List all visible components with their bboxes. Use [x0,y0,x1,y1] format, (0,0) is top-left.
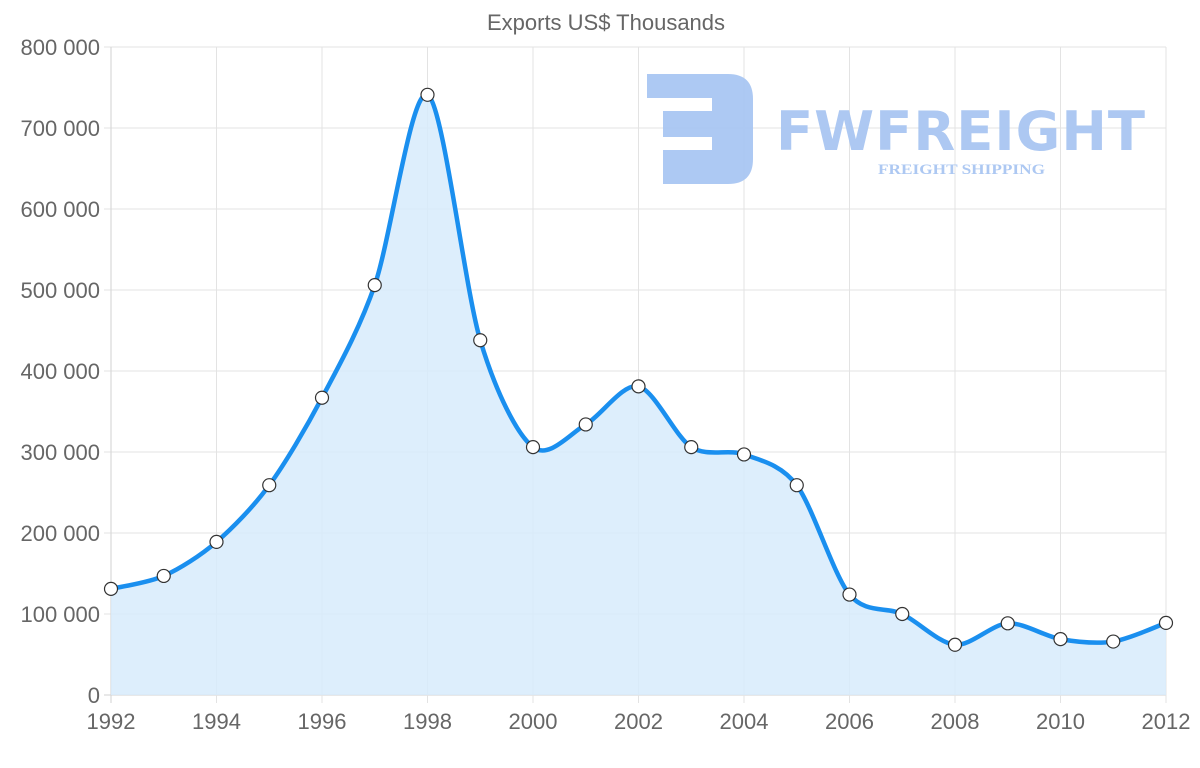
x-tick-label: 2000 [509,709,558,734]
data-point-1992[interactable] [103,581,119,596]
data-point-2001[interactable] [578,417,593,432]
y-tick-label: 500 000 [20,278,100,303]
data-point-1993[interactable] [156,568,171,584]
area-fill [111,94,1166,696]
data-point-1995[interactable] [262,478,277,493]
data-point-1997[interactable] [367,278,382,293]
x-tick-label: 1992 [87,709,136,734]
y-tick-label: 700 000 [20,116,100,141]
data-point-2007[interactable] [895,606,910,622]
data-point-2008[interactable] [947,637,963,652]
x-tick-label: 2012 [1142,709,1191,734]
y-tick-label: 300 000 [20,440,100,465]
y-tick-label: 400 000 [20,359,100,384]
data-point-2004[interactable] [736,447,752,462]
x-tick-label: 2010 [1036,709,1085,734]
x-tick-label: 2002 [614,709,663,734]
x-axis-labels: 1992 1994 1996 1998 2000 2002 2004 2006 2008 2010… [87,709,1191,734]
y-tick-label: 600 000 [20,197,100,222]
data-point-1999[interactable] [473,333,488,348]
x-tick-label: 2004 [720,709,769,734]
data-point-2009[interactable] [1000,616,1015,631]
data-point-2012[interactable] [1158,615,1174,631]
data-point-2006[interactable] [842,587,857,602]
y-axis-labels: 0 100 000 200 000 300 000 400 000 500 000 600 … [20,35,100,708]
data-point-1998[interactable] [420,87,435,102]
y-tick-label: 800 000 [20,35,100,60]
x-tick-label: 1998 [403,709,452,734]
x-tick-label: 1994 [192,709,241,734]
watermark-brand: FWFREIGHT [776,100,1146,163]
data-point-2000[interactable] [525,440,541,455]
data-point-1994[interactable] [209,534,224,550]
watermark-tagline: FREIGHT SHIPPING [878,162,1045,178]
data-point-2011[interactable] [1106,634,1121,649]
fwfreight-watermark: FWFREIGHT FREIGHT SHIPPING [647,74,1146,184]
chart-title: Exports US$ Thousands [487,10,725,35]
data-point-2005[interactable] [789,478,804,493]
data-point-2003[interactable] [684,440,699,455]
y-tick-label: 100 000 [20,602,100,627]
data-point-2002[interactable] [631,379,646,394]
data-point-1996[interactable] [314,390,330,405]
data-point-2010[interactable] [1053,632,1068,647]
x-tick-label: 2006 [825,709,874,734]
x-tick-label: 1996 [298,709,347,734]
y-tick-label: 200 000 [20,521,100,546]
fwfreight-logo-icon [647,74,753,184]
y-tick-label: 0 [88,683,100,708]
data-point-markers [103,87,1174,652]
series-area [111,94,1166,696]
x-tick-label: 2008 [931,709,980,734]
